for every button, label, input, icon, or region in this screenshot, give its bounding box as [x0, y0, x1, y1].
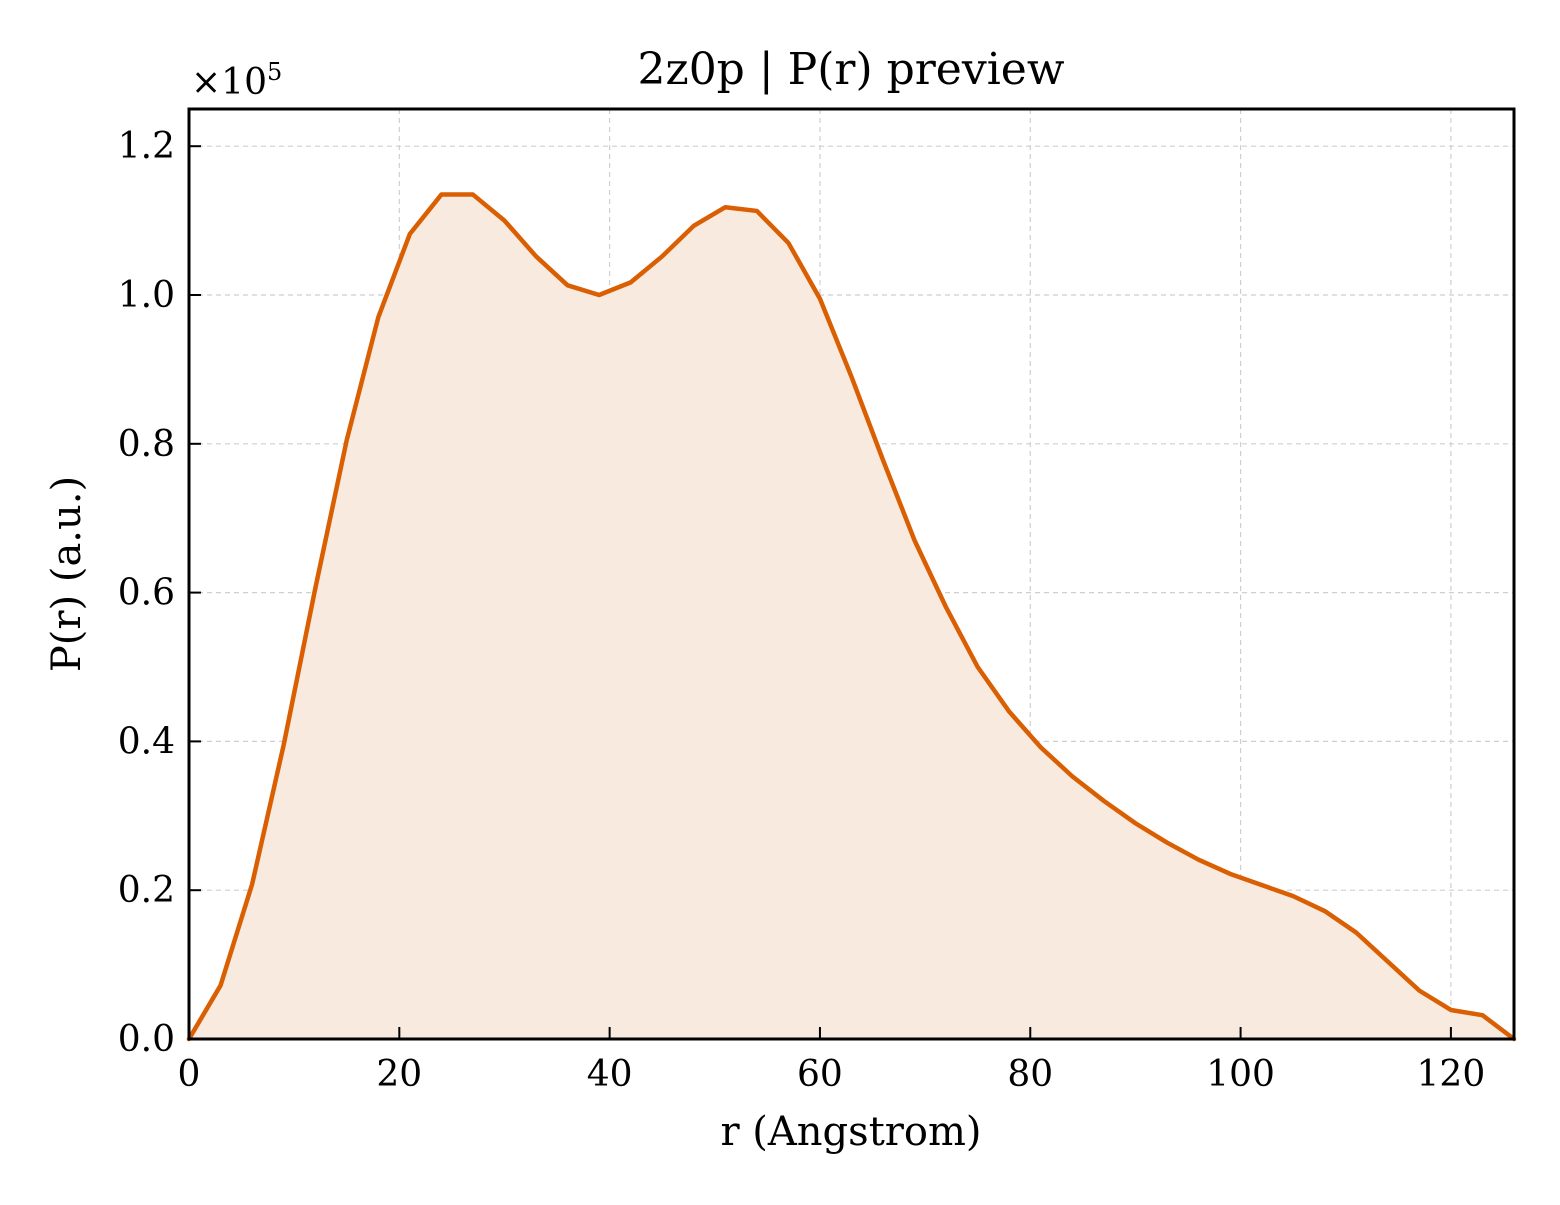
y-tick-label: 0.8	[118, 424, 175, 465]
x-tick-label: 60	[797, 1054, 843, 1095]
y-scale-multiplier: ×105	[191, 58, 282, 103]
x-tick-label: 80	[1007, 1054, 1053, 1095]
chart-title: 2z0p | P(r) preview	[638, 44, 1065, 95]
series-line	[186, 192, 1517, 1042]
ticks	[188, 145, 1452, 1040]
y-tick-label: 0.6	[118, 573, 175, 614]
x-tick-label: 0	[178, 1054, 201, 1095]
x-tick-label: 120	[1417, 1054, 1486, 1095]
y-axis-label: P(r) (a.u.)	[44, 476, 90, 672]
y-tick-label: 0.2	[118, 870, 175, 911]
tick-labels: 0 20 40 60 80 100 120 0.0 0.2 0.4 0.6 0.8 1.0 1.2	[118, 126, 1486, 1095]
y-tick-label: 0.4	[118, 721, 175, 762]
x-axis-label: r (Angstrom)	[720, 1109, 981, 1155]
y-scale-exponent: 5	[267, 58, 282, 86]
area-layer	[189, 194, 1514, 1039]
x-tick-label: 20	[376, 1054, 422, 1095]
plot-frame	[187, 107, 1516, 1041]
series-area	[189, 194, 1514, 1039]
y-tick-label: 0.0	[118, 1019, 175, 1060]
x-tick-label: 40	[587, 1054, 633, 1095]
line-layer	[186, 192, 1517, 1042]
x-tick-label: 100	[1206, 1054, 1275, 1095]
y-tick-label: 1.2	[118, 126, 175, 167]
y-scale-base: ×10	[191, 62, 267, 103]
y-tick-label: 1.0	[118, 275, 175, 316]
